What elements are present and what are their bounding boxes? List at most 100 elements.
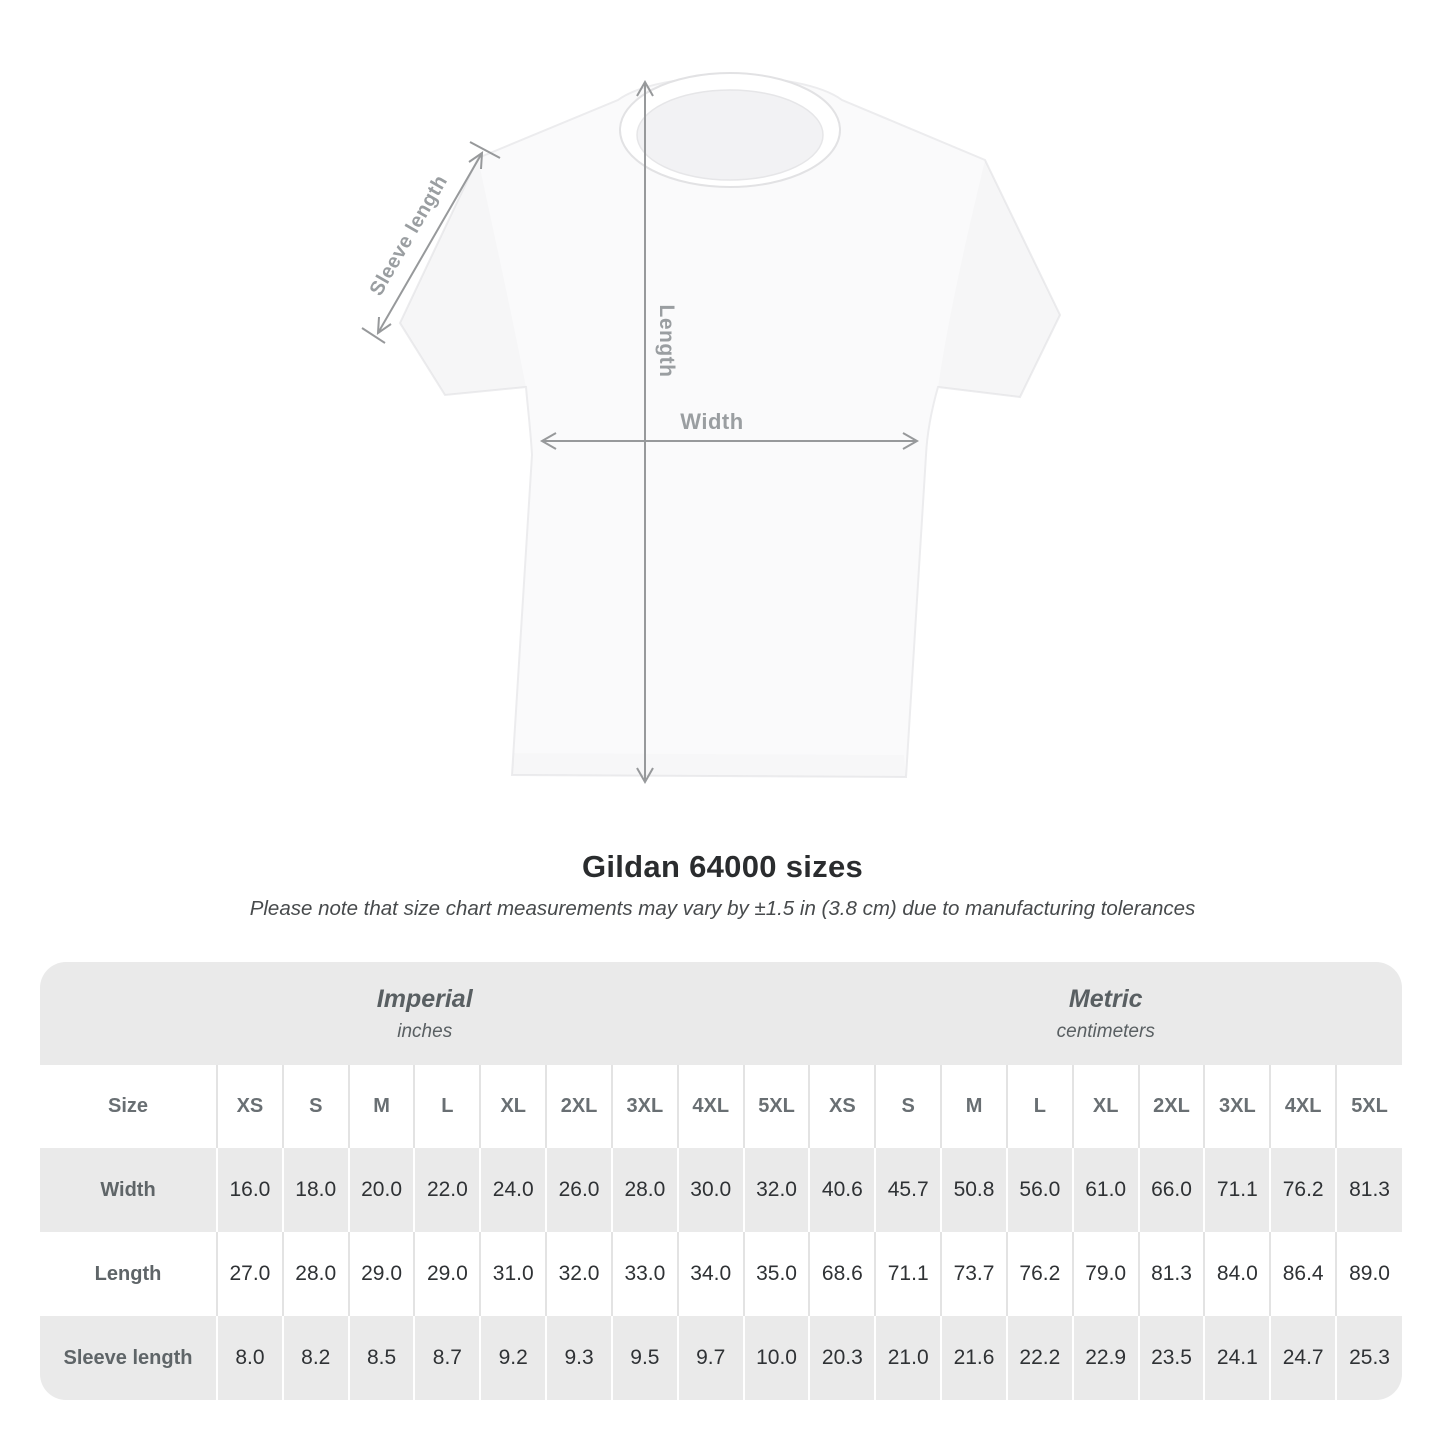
imperial-label: Imperial [376,984,473,1013]
size-header-row: Size XS S M L XL 2XL 3XL 4XL 5XL XS S M … [40,1065,1402,1148]
length-row: Length 27.0 28.0 29.0 29.0 31.0 32.0 33.… [40,1232,1402,1316]
measurement-value: 56.0 [1005,1148,1073,1232]
width-row: Width 16.0 18.0 20.0 22.0 24.0 26.0 28.0… [40,1148,1402,1232]
measurement-value: 21.0 [874,1316,942,1400]
measurement-value: 31.0 [479,1232,547,1316]
measurement-value: 29.0 [347,1232,415,1316]
unit-group-header-row: Imperial inches Metric centimeters [40,962,1402,1065]
measurement-value: 20.3 [808,1316,876,1400]
row-label: Sleeve length [40,1316,217,1400]
measurement-value: 8.7 [413,1316,481,1400]
measurement-value: 24.7 [1269,1316,1337,1400]
measurement-value: 45.7 [874,1148,942,1232]
size-header: 4XL [676,1065,744,1148]
size-header: 5XL [742,1065,810,1148]
measurement-value: 9.2 [479,1316,547,1400]
measurement-value: 81.3 [1335,1148,1402,1232]
measurement-value: 24.0 [479,1148,547,1232]
measurement-value: 35.0 [742,1232,810,1316]
size-header: 4XL [1269,1065,1337,1148]
metric-unit: centimeters [1056,1020,1155,1042]
measurement-value: 25.3 [1335,1316,1402,1400]
measurement-value: 84.0 [1203,1232,1271,1316]
measurement-value: 29.0 [413,1232,481,1316]
measurement-value: 8.0 [216,1316,283,1400]
measurement-value: 89.0 [1335,1232,1402,1316]
measurement-value: 32.0 [742,1148,810,1232]
measurement-value: 86.4 [1269,1232,1337,1316]
size-table-card: Imperial inches Metric centimeters Size … [40,962,1402,1400]
measurement-value: 23.5 [1137,1316,1205,1400]
size-header: 3XL [1203,1065,1271,1148]
measurement-value: 61.0 [1071,1148,1139,1232]
measurement-value: 34.0 [676,1232,744,1316]
measurement-value: 28.0 [281,1232,349,1316]
measurement-value: 76.2 [1269,1148,1337,1232]
size-header: XL [1071,1065,1139,1148]
measurement-value: 20.0 [347,1148,415,1232]
measurement-value: 18.0 [281,1148,349,1232]
size-col-header: Size [40,1065,217,1148]
measurement-value: 26.0 [545,1148,612,1232]
measurement-value: 66.0 [1137,1148,1205,1232]
size-header: M [347,1065,415,1148]
size-header: S [874,1065,942,1148]
measurement-value: 21.6 [940,1316,1007,1400]
size-header: 5XL [1335,1065,1402,1148]
page-title: Gildan 64000 sizes [581,849,864,884]
measurement-value: 10.0 [742,1316,810,1400]
row-label: Length [40,1232,217,1316]
row-label: Width [40,1148,217,1232]
size-header: XL [479,1065,547,1148]
size-table: Imperial inches Metric centimeters Size … [40,962,1402,1400]
measurement-value: 9.3 [545,1316,612,1400]
measurement-value: 8.5 [347,1316,415,1400]
size-header: M [940,1065,1007,1148]
size-header: 3XL [610,1065,678,1148]
tshirt-image: Length Width Sleeve length [361,72,1062,785]
measurement-value: 40.6 [808,1148,876,1232]
measurement-value: 32.0 [545,1232,612,1316]
measurement-value: 9.7 [676,1316,744,1400]
size-header: 2XL [545,1065,612,1148]
measurement-value: 27.0 [216,1232,283,1316]
size-header: 2XL [1137,1065,1205,1148]
measurement-value: 33.0 [610,1232,678,1316]
measurement-value: 71.1 [1203,1148,1271,1232]
measurement-value: 79.0 [1071,1232,1139,1316]
measurement-value: 71.1 [874,1232,942,1316]
size-header: XS [808,1065,876,1148]
measurement-value: 8.2 [281,1316,349,1400]
tshirt-measurement-diagram: Length Width Sleeve length [330,55,1075,805]
sleeve-length-arrow [361,141,501,344]
measurement-value: 28.0 [610,1148,678,1232]
length-arrow [636,79,654,785]
measurement-value: 16.0 [216,1148,283,1232]
size-header: XS [216,1065,283,1148]
metric-label: Metric [1068,984,1143,1013]
measurement-value: 73.7 [940,1232,1007,1316]
measurement-value: 9.5 [610,1316,678,1400]
imperial-unit: inches [397,1020,453,1042]
metric-group-header: Metric centimeters [809,962,1402,1065]
measurement-value: 68.6 [808,1232,876,1316]
size-header: S [281,1065,349,1148]
measurement-value: 22.9 [1071,1316,1139,1400]
measurement-value: 76.2 [1005,1232,1073,1316]
length-label: Length [655,305,678,378]
measurement-value: 24.1 [1203,1316,1271,1400]
collar-opening [636,89,824,181]
tolerance-note: Please note that size chart measurements… [249,897,1196,920]
sleeve-length-row: Sleeve length 8.0 8.2 8.5 8.7 9.2 9.3 9.… [40,1316,1402,1400]
measurement-value: 22.2 [1005,1316,1073,1400]
measurement-value: 50.8 [940,1148,1007,1232]
hem-shading [512,753,906,777]
measurement-value: 30.0 [676,1148,744,1232]
measurement-value: 81.3 [1137,1232,1205,1316]
width-label: Width [680,409,743,434]
imperial-group-header: Imperial inches [40,962,810,1065]
size-header: L [1005,1065,1073,1148]
measurement-value: 22.0 [413,1148,481,1232]
width-arrow [539,432,920,450]
